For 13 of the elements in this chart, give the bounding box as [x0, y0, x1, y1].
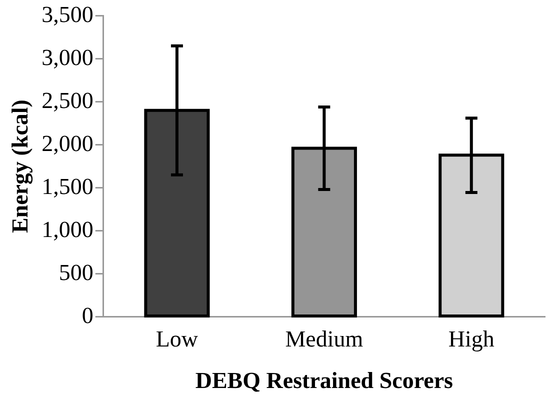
- y-axis-title: Energy (kcal): [8, 100, 34, 234]
- y-tick-label: 3,500: [42, 2, 94, 27]
- y-tick-label: 1,000: [42, 216, 94, 242]
- y-tick-label: 2,000: [42, 130, 94, 156]
- y-tick-label: 2,500: [42, 88, 94, 113]
- y-tick-label: 3,000: [42, 44, 94, 70]
- y-tick-label: 500: [58, 260, 94, 285]
- x-tick-label: Medium: [285, 326, 364, 352]
- x-tick-label: High: [448, 326, 495, 352]
- x-tick-label: Low: [156, 326, 198, 352]
- y-tick-label: 1,500: [42, 174, 94, 199]
- y-tick-label: 0: [82, 302, 94, 328]
- x-axis-title: DEBQ Restrained Scorers: [195, 368, 454, 394]
